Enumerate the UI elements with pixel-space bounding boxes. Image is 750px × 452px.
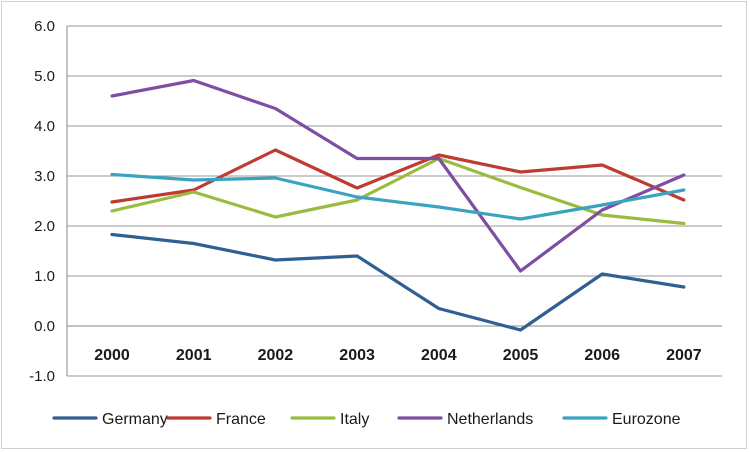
y-tick-label: 1.0 bbox=[34, 268, 55, 285]
legend: Germany France Italy Netherlands Eurozone bbox=[52, 411, 681, 428]
legend-label: Italy bbox=[340, 411, 369, 428]
legend-label: Germany bbox=[102, 411, 168, 428]
series-line-italy bbox=[110, 156, 686, 226]
series-line-germany bbox=[110, 232, 686, 332]
x-axis-tick-labels: 2000 2001 2002 2003 2004 2005 2006 2007 bbox=[94, 347, 702, 364]
y-tick-label: 0.0 bbox=[34, 318, 55, 335]
y-axis-tick-labels: -1.0 0.0 1.0 2.0 3.0 4.0 5.0 6.0 bbox=[29, 18, 55, 385]
y-tick-label: 2.0 bbox=[34, 218, 55, 235]
x-tick-label: 2001 bbox=[176, 347, 212, 364]
x-tick-label: 2004 bbox=[421, 347, 457, 364]
y-tick-label: 6.0 bbox=[34, 18, 55, 35]
series-lines bbox=[110, 78, 686, 332]
x-tick-label: 2007 bbox=[666, 347, 702, 364]
legend-label: Netherlands bbox=[447, 411, 533, 428]
legend-label: Eurozone bbox=[612, 411, 681, 428]
series-line-eurozone bbox=[110, 172, 686, 221]
legend-label: France bbox=[216, 411, 266, 428]
gridlines bbox=[66, 25, 722, 377]
x-tick-label: 2005 bbox=[503, 347, 539, 364]
y-tick-label: 3.0 bbox=[34, 168, 55, 185]
y-tick-label: 4.0 bbox=[34, 118, 55, 135]
y-tick-label: -1.0 bbox=[29, 368, 55, 385]
x-tick-label: 2006 bbox=[584, 347, 620, 364]
x-tick-label: 2003 bbox=[339, 347, 375, 364]
series-line-netherlands bbox=[110, 78, 686, 273]
x-tick-label: 2000 bbox=[94, 347, 130, 364]
x-tick-label: 2002 bbox=[258, 347, 294, 364]
y-tick-label: 5.0 bbox=[34, 68, 55, 85]
series-line-france bbox=[110, 148, 686, 204]
